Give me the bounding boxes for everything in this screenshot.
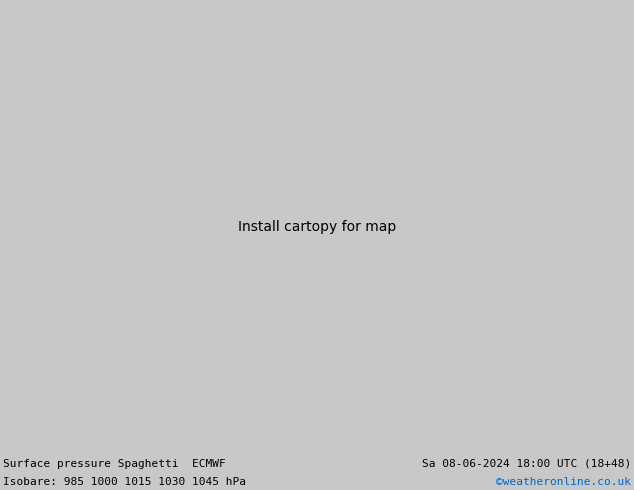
Text: Isobare: 985 1000 1015 1030 1045 hPa: Isobare: 985 1000 1015 1030 1045 hPa	[3, 477, 246, 487]
Text: ©weatheronline.co.uk: ©weatheronline.co.uk	[496, 477, 631, 487]
Text: Sa 08-06-2024 18:00 UTC (18+48): Sa 08-06-2024 18:00 UTC (18+48)	[422, 459, 631, 468]
Text: Surface pressure Spaghetti  ECMWF: Surface pressure Spaghetti ECMWF	[3, 459, 226, 468]
Text: Install cartopy for map: Install cartopy for map	[238, 220, 396, 234]
